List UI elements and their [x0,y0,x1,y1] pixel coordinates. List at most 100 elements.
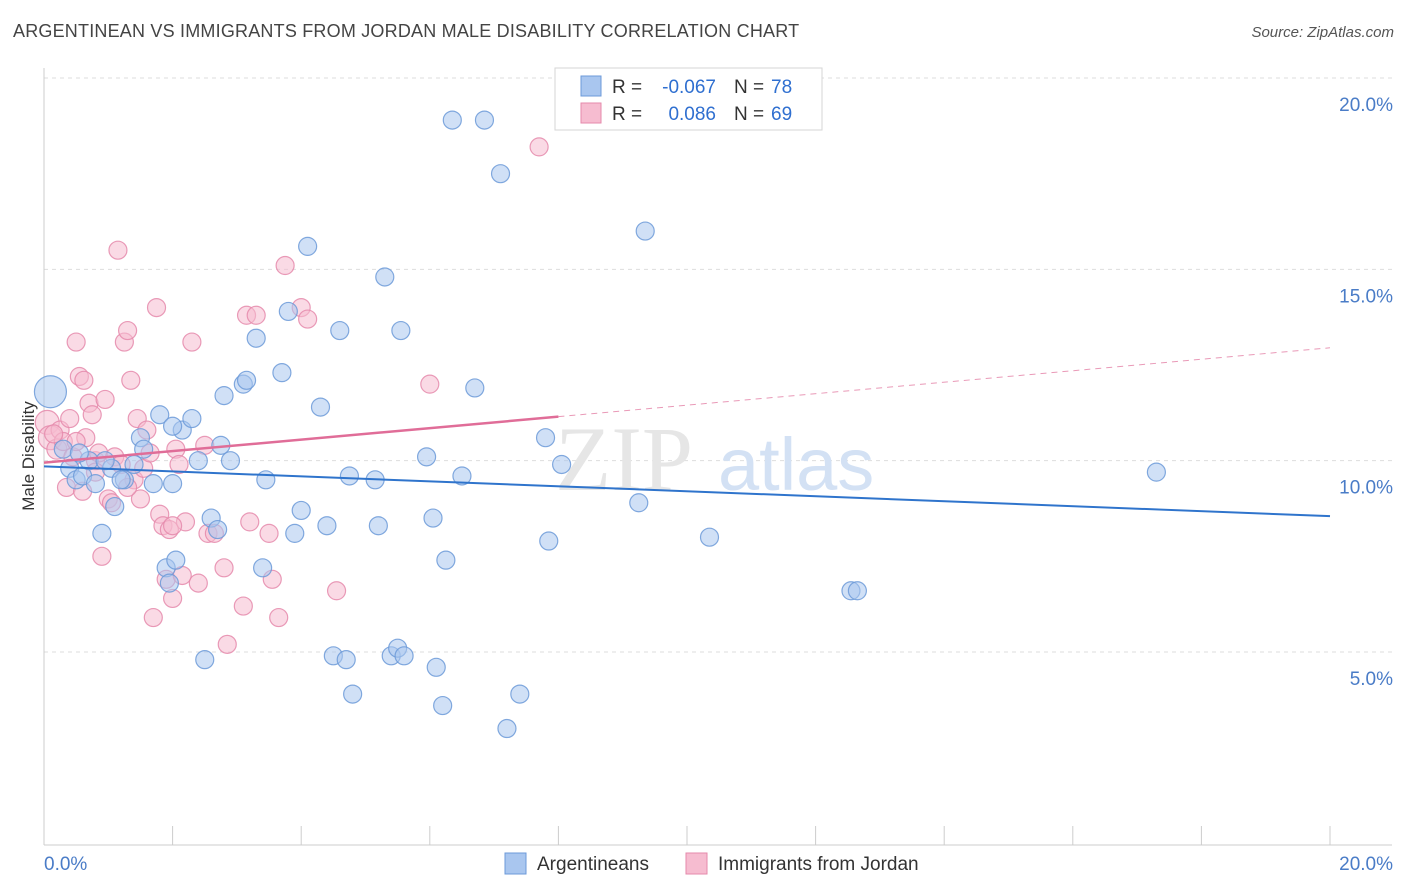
point-jordan [246,305,266,325]
point-jordan [92,546,112,566]
point-jordan [146,298,167,318]
axes [43,68,1392,846]
point-argentineans [256,470,276,490]
point-argentineans [452,466,472,486]
point-jordan [214,558,234,578]
trend-line-jordan-dashed [558,347,1331,418]
y-tick-label: 5.0% [1350,669,1393,690]
point-argentineans [339,466,360,486]
point-argentineans [163,416,183,436]
point-jordan [163,516,183,536]
trend-lines [43,347,1331,518]
y-tick-label: 20.0% [1339,95,1393,116]
legend-r-value-1: -0.067 [662,77,716,98]
point-jordan [188,573,208,593]
point-jordan [121,370,141,390]
point-argentineans [391,320,411,341]
point-argentineans [490,164,511,184]
point-argentineans [53,439,73,459]
point-argentineans [143,474,163,494]
point-jordan [240,512,260,532]
legend-swatch-jordan [580,102,602,124]
point-argentineans [188,451,208,471]
point-argentineans [368,516,388,536]
point-argentineans [69,443,89,463]
correlation-legend: R = -0.067 N = 78 R = 0.086 N = 69 [554,67,823,131]
point-argentineans [195,650,215,670]
bottom-legend-swatch-jordan [685,852,708,875]
point-jordan [130,489,151,509]
point-argentineans [298,236,318,256]
point-argentineans [510,684,530,704]
grid-lines [44,77,1392,653]
point-jordan [169,454,189,475]
legend-r-value-2: 0.086 [668,104,716,125]
point-jordan [298,309,318,329]
point-argentineans [442,110,462,130]
point-argentineans [535,428,556,448]
point-argentineans [208,519,228,540]
point-argentineans [343,684,363,704]
point-argentineans [278,301,298,322]
point-jordan [233,596,253,616]
legend-n-label-1: N = [734,77,764,98]
point-argentineans [699,527,720,547]
point-jordan [420,374,440,394]
point-jordan [259,523,279,543]
point-argentineans [182,408,202,429]
x-tick-label-right: 20.0% [1339,854,1393,875]
point-argentineans [105,496,125,517]
point-jordan [217,634,237,654]
point-jordan [143,607,163,628]
watermark-zip: ZIP [555,408,693,510]
point-argentineans [433,695,453,716]
point-jordan [74,370,94,390]
point-argentineans [92,523,112,543]
point-argentineans [246,328,266,348]
point-argentineans [253,558,273,578]
bottom-legend-swatch-argentineans [504,852,527,875]
point-jordan [60,408,80,429]
source-label: Source: ZipAtlas.com [1251,24,1394,41]
y-axis-label: Male Disability [19,401,38,511]
point-argentineans [166,550,186,570]
point-argentineans [474,110,495,130]
point-jordan [44,424,64,444]
point-argentineans [163,474,183,494]
tick-labels: 5.0% 10.0% 15.0% 20.0% 0.0% 20.0% [44,95,1393,875]
point-argentineans [847,581,867,601]
point-argentineans [272,363,292,383]
point-argentineans [291,500,311,521]
point-argentineans [426,657,446,677]
y-tick-label: 10.0% [1339,478,1393,499]
point-argentineans [310,397,331,417]
point-argentineans [317,516,337,536]
watermark: ZIP atlas [555,408,874,510]
point-jordan [117,320,138,341]
series-legend: Argentineans Immigrants from Jordan [504,852,919,875]
point-jordan [95,389,115,410]
legend-n-value-2: 69 [771,104,792,125]
point-argentineans [285,523,305,543]
point-argentineans [1146,462,1166,482]
chart-title: ARGENTINEAN VS IMMIGRANTS FROM JORDAN MA… [13,21,800,41]
point-jordan [82,405,102,425]
point-argentineans [150,405,170,425]
point-argentineans [375,267,395,287]
legend-r-label-1: R = [612,77,642,98]
point-argentineans [436,550,456,570]
point-argentineans [629,493,649,513]
point-argentineans [95,451,115,471]
point-jordan [326,581,347,601]
point-argentineans [539,531,559,551]
point-argentineans [220,451,241,471]
legend-swatch-argentineans [580,75,602,97]
legend-n-label-2: N = [734,104,764,125]
point-argentineans [465,378,485,398]
series-argentineans-points [33,110,1166,739]
point-argentineans [33,375,68,409]
point-argentineans [330,320,350,341]
point-argentineans [214,386,234,406]
point-argentineans [111,470,131,490]
